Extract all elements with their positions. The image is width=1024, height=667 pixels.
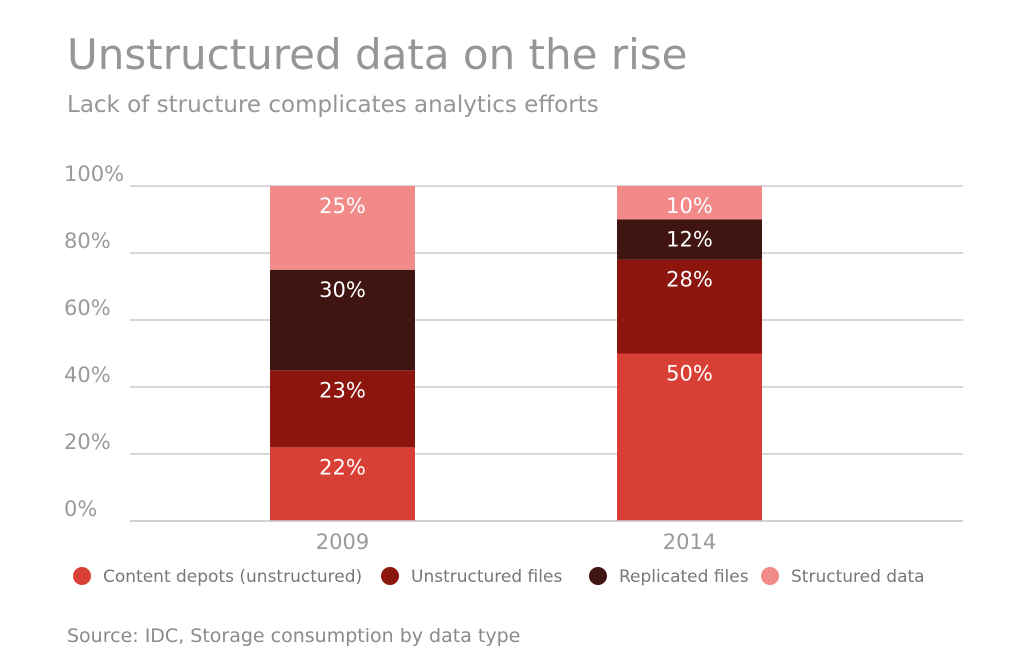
bar-segment — [617, 186, 762, 220]
y-tick-label: 20% — [64, 430, 111, 454]
legend-label: Replicated files — [619, 567, 749, 587]
bar-segment — [617, 219, 762, 260]
x-tick-label: 2009 — [316, 530, 369, 554]
bar-segment — [270, 186, 415, 270]
data-label: 12% — [666, 228, 713, 252]
y-tick-label: 80% — [64, 229, 111, 253]
chart-title: Unstructured data on the rise — [67, 30, 688, 79]
bar-segment — [270, 447, 415, 521]
data-label: 30% — [319, 278, 366, 302]
legend-marker-icon — [381, 567, 399, 585]
data-label: 50% — [666, 362, 713, 386]
bar-segment — [617, 353, 762, 521]
data-label: 10% — [666, 194, 713, 218]
legend-marker-icon — [761, 567, 779, 585]
legend-label: Structured data — [791, 567, 925, 587]
x-tick-label: 2014 — [663, 530, 716, 554]
y-tick-label: 100% — [64, 162, 124, 186]
bar-segment — [270, 269, 415, 371]
data-label: 25% — [319, 194, 366, 218]
source-note: Source: IDC, Storage consumption by data… — [67, 625, 521, 647]
bar-segment — [617, 259, 762, 354]
bar-segment — [270, 370, 415, 448]
chart-subtitle: Lack of structure complicates analytics … — [67, 92, 599, 118]
legend-label: Unstructured files — [411, 567, 562, 587]
data-label: 23% — [319, 378, 366, 402]
y-tick-label: 60% — [64, 296, 111, 320]
y-tick-label: 40% — [64, 363, 111, 387]
legend-marker-icon — [589, 567, 607, 585]
data-label: 22% — [319, 455, 366, 479]
legend-label: Content depots (unstructured) — [103, 567, 362, 587]
y-tick-label: 0% — [64, 497, 97, 521]
data-label: 28% — [666, 268, 713, 292]
legend-marker-icon — [73, 567, 91, 585]
